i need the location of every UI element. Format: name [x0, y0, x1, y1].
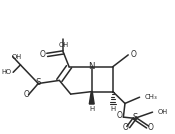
Text: O: O [117, 111, 123, 120]
Text: HO: HO [1, 69, 12, 75]
Text: OH: OH [58, 42, 68, 48]
Text: OH: OH [12, 54, 22, 60]
Text: H: H [89, 106, 94, 112]
Text: O: O [147, 123, 153, 132]
Text: O: O [23, 90, 29, 99]
Text: S: S [133, 113, 138, 122]
Text: CH₃: CH₃ [144, 94, 157, 100]
Text: O: O [131, 50, 137, 59]
Text: O: O [123, 123, 129, 132]
Text: N: N [89, 62, 95, 71]
Text: H: H [110, 106, 116, 112]
Polygon shape [89, 92, 94, 104]
Text: S: S [36, 78, 41, 87]
Text: OH: OH [157, 109, 167, 115]
Text: O: O [39, 50, 45, 59]
